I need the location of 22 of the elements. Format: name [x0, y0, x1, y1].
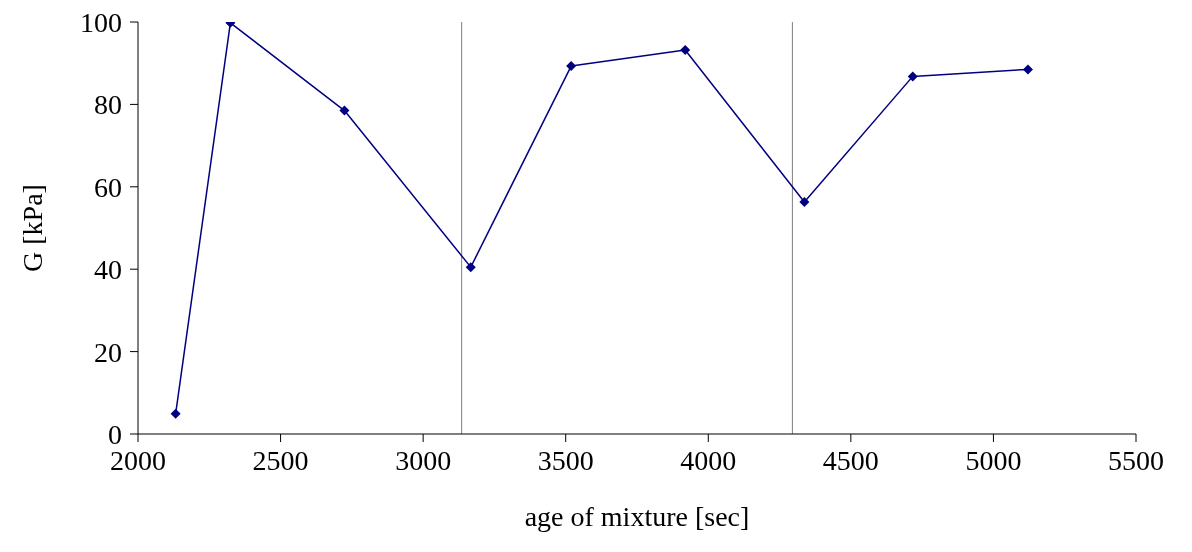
y-tick-label: 60: [94, 171, 122, 203]
x-tick-label: 3500: [537, 444, 594, 476]
y-tick-label: 80: [94, 89, 122, 121]
point: [339, 105, 350, 116]
point: [566, 61, 577, 72]
x-tick-label: 4000: [680, 444, 737, 476]
y-tick-label: 40: [94, 254, 122, 286]
point: [465, 262, 476, 273]
point: [1022, 64, 1033, 75]
x-tick-label: 5500: [1108, 444, 1164, 476]
y-axis-title: G [kPa]: [16, 184, 48, 272]
x-tick-label: 2500: [252, 444, 309, 476]
x-tick-label: 5000: [965, 444, 1022, 476]
x-tick-label: 3000: [395, 444, 452, 476]
point: [680, 45, 691, 56]
point: [170, 408, 181, 419]
point: [799, 197, 810, 208]
x-axis-title: age of mixture [sec]: [524, 501, 750, 532]
point: [907, 71, 918, 82]
y-tick-label: 20: [94, 336, 122, 368]
y-tick-label: 100: [80, 6, 122, 38]
x-tick-label: 4500: [822, 444, 879, 476]
